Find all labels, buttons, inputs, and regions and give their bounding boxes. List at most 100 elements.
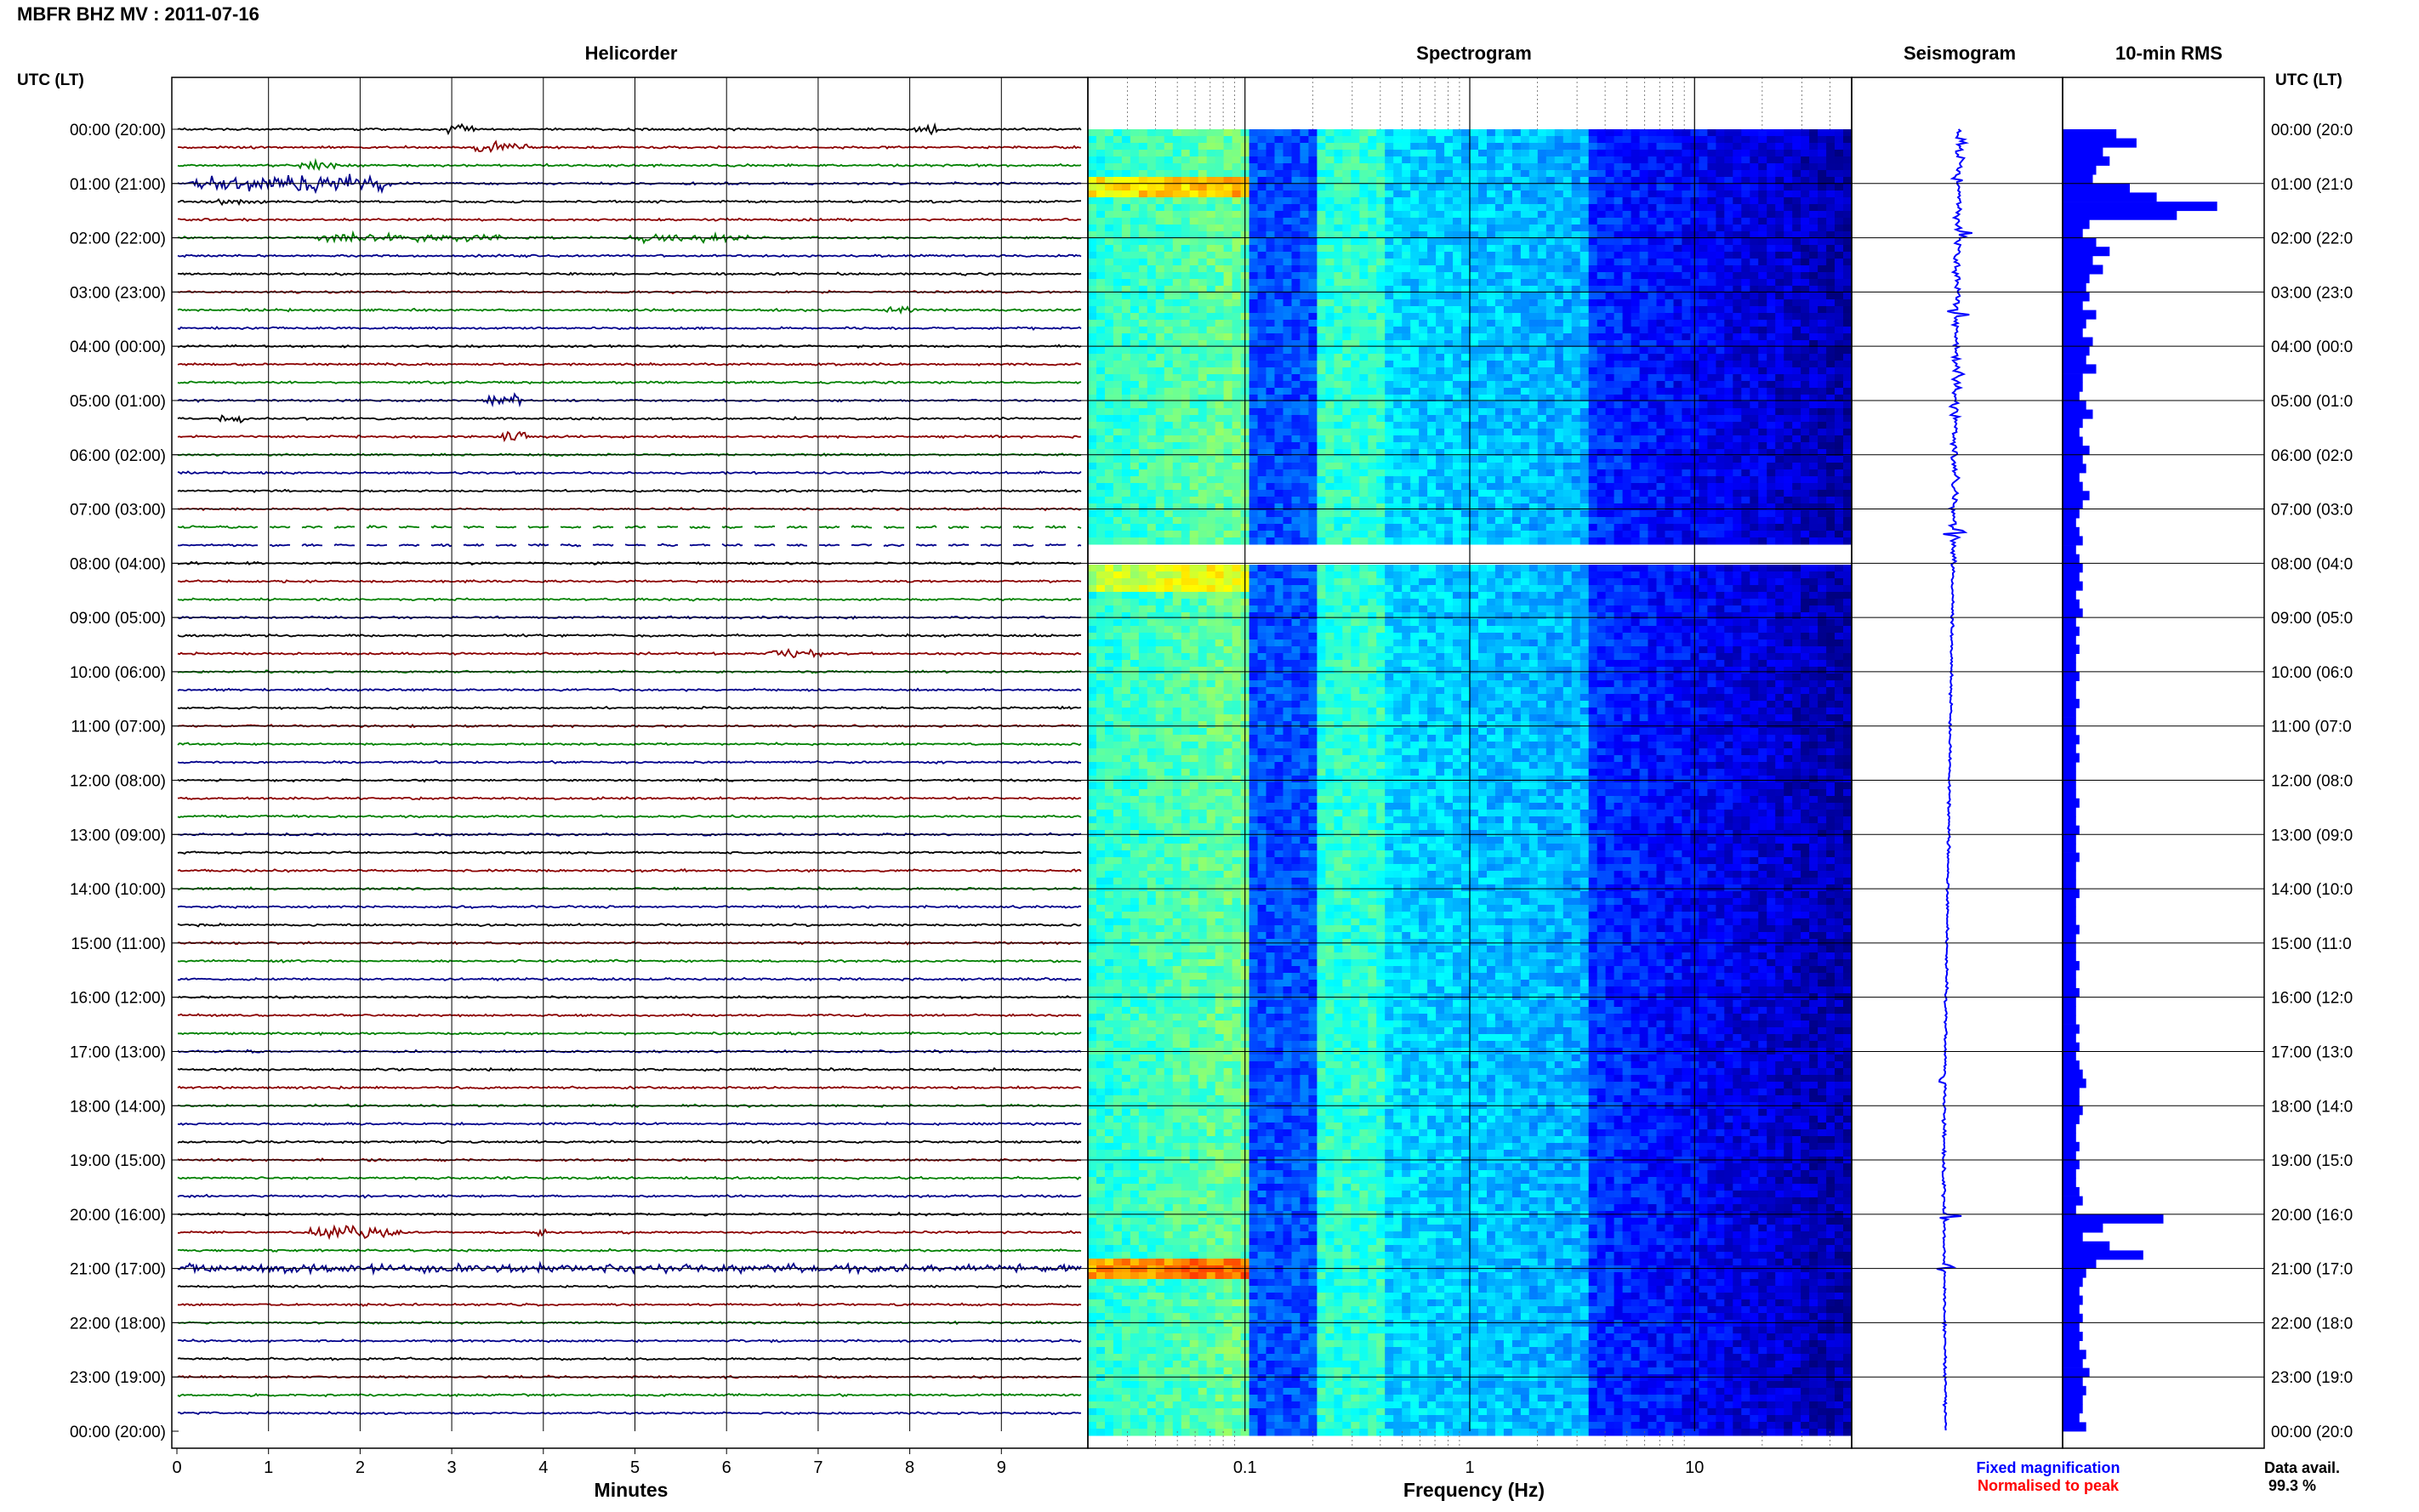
spectrogram-cell bbox=[1631, 354, 1641, 361]
spectrogram-cell bbox=[1088, 218, 1097, 225]
spectrogram-cell bbox=[1427, 340, 1437, 348]
spectrogram-cell bbox=[1317, 204, 1326, 212]
spectrogram-cell bbox=[1121, 429, 1131, 436]
spectrogram-cell bbox=[1232, 272, 1242, 280]
spectrogram-cell bbox=[1172, 129, 1182, 137]
spectrogram-cell bbox=[1325, 381, 1335, 389]
spectrogram-cell bbox=[1130, 279, 1140, 287]
spectrogram-cell bbox=[1155, 177, 1165, 185]
spectrogram-cell bbox=[1478, 449, 1488, 457]
spectrogram-cell bbox=[1325, 469, 1335, 477]
spectrogram-cell bbox=[1317, 449, 1326, 457]
spectrogram-cell bbox=[1648, 313, 1658, 321]
spectrogram-cell bbox=[1487, 279, 1496, 287]
spectrogram-cell bbox=[1291, 415, 1301, 423]
spectrogram-cell bbox=[1402, 367, 1411, 375]
spectrogram-cell bbox=[1385, 231, 1394, 239]
spectrogram-cell bbox=[1784, 490, 1793, 497]
spectrogram-cell bbox=[1775, 225, 1784, 232]
spectrogram-cell bbox=[1639, 483, 1649, 491]
spectrogram-cell bbox=[1605, 218, 1615, 225]
spectrogram-cell bbox=[1562, 333, 1573, 341]
spectrogram-cell bbox=[1562, 286, 1573, 293]
spectrogram-cell bbox=[1096, 204, 1106, 212]
spectrogram-cell bbox=[1809, 218, 1819, 225]
spectrogram-cell bbox=[1622, 415, 1632, 423]
spectrogram-cell bbox=[1164, 327, 1174, 334]
spectrogram-cell bbox=[1470, 299, 1479, 307]
spectrogram-cell bbox=[1096, 327, 1106, 334]
spectrogram-cell bbox=[1308, 272, 1318, 280]
spectrogram-cell bbox=[1215, 327, 1225, 334]
spectrogram-cell bbox=[1733, 347, 1742, 355]
spectrogram-cell bbox=[1105, 231, 1114, 239]
spectrogram-cell bbox=[1453, 429, 1462, 436]
spectrogram-cell bbox=[1571, 259, 1581, 266]
spectrogram-cell bbox=[1470, 367, 1479, 375]
spectrogram-cell bbox=[1528, 238, 1539, 246]
spectrogram-cell bbox=[1402, 143, 1411, 151]
spectrogram-cell bbox=[1562, 306, 1573, 314]
spectrogram-cell bbox=[1088, 306, 1097, 314]
spectrogram-cell bbox=[1274, 429, 1284, 436]
spectrogram-cell bbox=[1105, 490, 1114, 497]
spectrogram-cell bbox=[1274, 395, 1284, 402]
spectrogram-cell bbox=[1673, 476, 1683, 484]
spectrogram-cell bbox=[1487, 320, 1496, 327]
spectrogram-cell bbox=[1342, 238, 1352, 246]
spectrogram-cell bbox=[1528, 361, 1539, 368]
spectrogram-cell bbox=[1172, 374, 1182, 382]
spectrogram-cell bbox=[1359, 354, 1369, 361]
spectrogram-cell bbox=[1164, 170, 1174, 178]
spectrogram-cell bbox=[1597, 225, 1607, 232]
spectrogram-cell bbox=[1359, 286, 1369, 293]
spectrogram-cell bbox=[1419, 265, 1428, 273]
spectrogram-cell bbox=[1648, 211, 1658, 219]
spectrogram-cell bbox=[1750, 299, 1759, 307]
spectrogram-cell bbox=[1843, 361, 1853, 368]
spectrogram-cell bbox=[1223, 286, 1233, 293]
spectrogram-cell bbox=[1427, 129, 1437, 137]
spectrogram-cell bbox=[1631, 408, 1641, 416]
spectrogram-cell bbox=[1614, 333, 1624, 341]
spectrogram-cell bbox=[1545, 442, 1556, 450]
spectrogram-cell bbox=[1724, 449, 1733, 457]
spectrogram-cell bbox=[1673, 483, 1683, 491]
spectrogram-cell bbox=[1665, 279, 1675, 287]
spectrogram-cell bbox=[1622, 238, 1632, 246]
spectrogram-cell bbox=[1368, 252, 1377, 259]
helicorder-trace-line bbox=[177, 1302, 1082, 1307]
spectrogram-cell bbox=[1368, 469, 1377, 477]
spectrogram-cell bbox=[1088, 136, 1097, 144]
spectrogram-cell bbox=[1665, 442, 1675, 450]
spectrogram-cell bbox=[1622, 354, 1632, 361]
spectrogram-cell bbox=[1096, 150, 1106, 157]
spectrogram-cell bbox=[1334, 429, 1343, 436]
spectrogram-cell bbox=[1274, 374, 1284, 382]
spectrogram-cell bbox=[1436, 483, 1445, 491]
spectrogram-cell bbox=[1376, 449, 1386, 457]
spectrogram-cell bbox=[1419, 184, 1428, 191]
spectrogram-cell bbox=[1325, 129, 1335, 137]
spectrogram-cell bbox=[1376, 429, 1386, 436]
spectrogram-cell bbox=[1801, 238, 1810, 246]
spectrogram-cell bbox=[1317, 313, 1326, 321]
spectrogram-cell bbox=[1562, 218, 1573, 225]
spectrogram-cell bbox=[1835, 361, 1844, 368]
spectrogram-cell bbox=[1605, 163, 1615, 171]
spectrogram-cell bbox=[1767, 143, 1776, 151]
spectrogram-cell bbox=[1809, 204, 1819, 212]
spectrogram-cell bbox=[1537, 129, 1547, 137]
spectrogram-cell bbox=[1402, 245, 1411, 253]
spectrogram-cell bbox=[1147, 469, 1157, 477]
spectrogram-cell bbox=[1351, 429, 1360, 436]
spectrogram-cell bbox=[1223, 163, 1233, 171]
spectrogram-cell bbox=[1537, 490, 1547, 497]
spectrogram-cell bbox=[1138, 449, 1148, 457]
spectrogram-cell bbox=[1164, 347, 1174, 355]
spectrogram-cell bbox=[1614, 252, 1624, 259]
spectrogram-cell bbox=[1571, 367, 1581, 375]
spectrogram-cell bbox=[1189, 265, 1199, 273]
spectrogram-cell bbox=[1300, 306, 1309, 314]
spectrogram-cell bbox=[1716, 463, 1725, 470]
